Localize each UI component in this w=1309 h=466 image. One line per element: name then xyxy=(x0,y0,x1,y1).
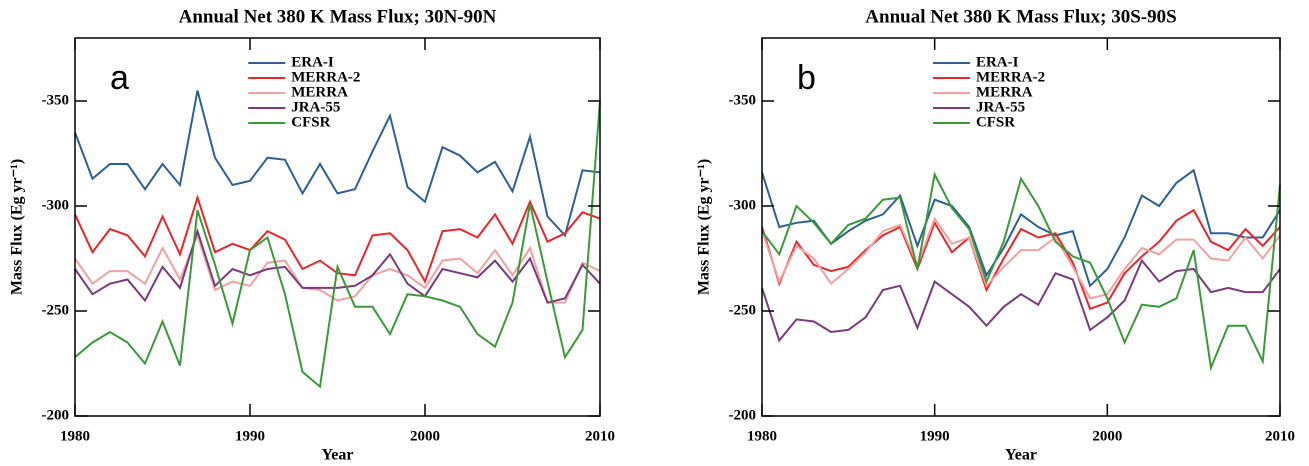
data-line xyxy=(761,216,1281,300)
x-axis-label: Year xyxy=(322,447,354,464)
legend-label: JRA-55 xyxy=(976,99,1025,115)
y-tick-label: -350 xyxy=(42,92,70,108)
x-tick-label: 2000 xyxy=(410,428,440,444)
data-line xyxy=(761,171,1281,372)
data-line xyxy=(761,258,1281,343)
legend-label: CFSR xyxy=(291,114,330,130)
chart-panel: Annual Net 380 K Mass Flux; 30S-90S -200 -… xyxy=(696,6,1295,463)
y-tick-label: -300 xyxy=(42,197,70,213)
data-line xyxy=(761,208,1281,311)
panel-label: a xyxy=(110,59,129,97)
legend-label: ERA-I xyxy=(291,54,334,70)
data-line xyxy=(761,168,1281,288)
x-tick-label: 1990 xyxy=(920,428,950,444)
x-tick-label: 1990 xyxy=(235,428,265,444)
x-tick-label: 2010 xyxy=(585,428,615,444)
x-tick-label: 2010 xyxy=(1265,428,1295,444)
legend-label: ERA-I xyxy=(976,54,1019,70)
data-line xyxy=(74,90,601,238)
y-tick-label: -300 xyxy=(729,197,757,213)
y-tick-label: -350 xyxy=(729,92,757,108)
y-axis-label: Mass Flux (Eg yr⁻¹) xyxy=(9,159,26,295)
x-tick-label: 1980 xyxy=(747,428,777,444)
x-tick-label: 1980 xyxy=(60,428,90,444)
chart-panel: Annual Net 380 K Mass Flux; 30N-90N -200 -… xyxy=(9,6,615,463)
panel-label: b xyxy=(797,59,816,97)
legend-label: CFSR xyxy=(976,114,1015,130)
legend-label: MERRA xyxy=(976,84,1033,100)
legend-label: JRA-55 xyxy=(291,99,340,115)
x-tick-label: 2000 xyxy=(1092,428,1122,444)
legend-label: MERRA xyxy=(291,84,348,100)
chart-title: Annual Net 380 K Mass Flux; 30N-90N xyxy=(179,6,497,27)
y-tick-label: -250 xyxy=(729,302,757,318)
chart-title: Annual Net 380 K Mass Flux; 30S-90S xyxy=(865,6,1176,27)
y-axis-label: Mass Flux (Eg yr⁻¹) xyxy=(696,159,713,295)
data-line xyxy=(74,227,601,304)
x-axis-label: Year xyxy=(1005,447,1037,464)
data-line xyxy=(74,100,601,389)
y-tick-label: -200 xyxy=(729,407,757,423)
data-line xyxy=(74,232,601,304)
plot-frame xyxy=(74,37,601,417)
y-tick-label: -200 xyxy=(42,407,70,423)
plot-frame xyxy=(761,37,1281,417)
y-tick-label: -250 xyxy=(42,302,70,318)
legend-label: MERRA-2 xyxy=(976,69,1045,85)
legend-label: MERRA-2 xyxy=(291,69,360,85)
